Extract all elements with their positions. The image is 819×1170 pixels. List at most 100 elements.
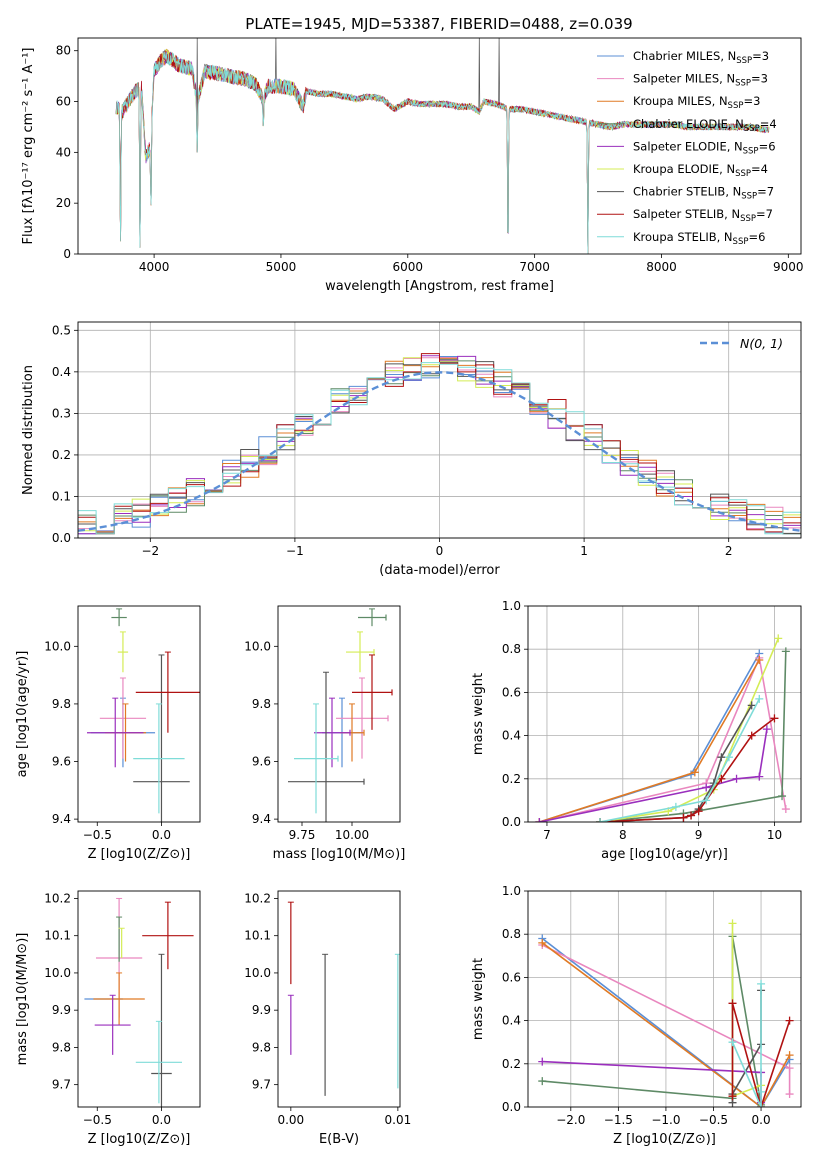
- weight-line: [599, 717, 775, 822]
- y-tick-label: 9.8: [52, 1040, 71, 1054]
- errorbar-point: [135, 651, 200, 733]
- weight-marker: [596, 818, 605, 822]
- z-age-plot-area: [86, 608, 200, 822]
- weight-marker: [755, 694, 764, 703]
- legend-entry: N(0, 1): [740, 336, 783, 351]
- errorbar-point: [116, 916, 123, 962]
- y-tick-label: 10.1: [244, 929, 271, 943]
- weight-marker: [781, 805, 790, 814]
- y-tick-label: 0.8: [502, 642, 521, 656]
- x-tick-label: −0.5: [699, 1113, 728, 1127]
- x-tick-label: 0: [436, 544, 444, 558]
- y-tick-label: 0.4: [502, 1014, 521, 1028]
- y-tick-label: 9.7: [52, 1078, 71, 1092]
- y-tick-label: 40: [56, 145, 71, 159]
- residuals-ylabel: Normed distribution: [21, 365, 36, 495]
- legend-entry: Chabrier STELIB, NSSP=7: [633, 185, 774, 202]
- weight-marker: [702, 796, 711, 805]
- errorbar-point: [288, 671, 365, 822]
- mass-age-plot-area: [288, 608, 393, 822]
- weight-line: [731, 1003, 791, 1107]
- residuals-xlabel: (data-model)/error: [379, 563, 500, 578]
- z-weight-ylabel: mass weight: [471, 958, 486, 1040]
- age-weight-panel: 7 8 9 10 0.0 0.2 0.4 0.6 0.8 1.0 age [log10(age/yr…: [471, 599, 802, 862]
- x-tick-label: 7: [543, 828, 551, 842]
- weight-marker: [538, 1057, 547, 1066]
- spectrum-line-8: [115, 51, 770, 254]
- x-tick-label: 10: [767, 828, 782, 842]
- legend-entry: Salpeter MILES, NSSP=3: [633, 72, 768, 89]
- y-tick-label: 9.9: [52, 1003, 71, 1017]
- errorbar-point: [93, 972, 145, 1026]
- weight-marker: [770, 714, 779, 723]
- x-tick-label: 7000: [519, 260, 550, 274]
- y-tick-label: 9.9: [252, 1003, 271, 1017]
- ebv-mass-ticks: 0.00 0.01 9.7 9.8 9.9 10.0 10.1 10.2: [244, 891, 411, 1127]
- y-tick-label: 9.8: [252, 697, 271, 711]
- x-tick-label: −0.5: [83, 1113, 112, 1127]
- weight-marker: [702, 783, 711, 792]
- x-tick-label: 5000: [266, 260, 297, 274]
- spectrum-ticks: 4000 5000 6000 7000 8000 9000 0 20 40 60 80: [56, 44, 804, 274]
- weight-marker: [538, 938, 547, 947]
- z-weight-grid: [528, 890, 801, 1108]
- weight-marker: [778, 792, 787, 801]
- weight-marker: [757, 979, 766, 988]
- weight-marker: [728, 919, 737, 928]
- weight-marker: [785, 1016, 794, 1025]
- errorbar-point: [111, 608, 127, 627]
- x-tick-label: 4000: [139, 260, 170, 274]
- y-tick-label: 0.0: [502, 1100, 521, 1114]
- y-tick-label: 20: [56, 196, 71, 210]
- weight-line: [539, 654, 787, 822]
- mass-age-ticks: 9.75 10.00 9.4 9.6 9.8 10.0: [244, 639, 369, 842]
- spectrum-panel: 4000 5000 6000 7000 8000 9000 0 20 40 60 80 wavelen…: [21, 37, 804, 294]
- weight-marker: [732, 774, 741, 783]
- z-mass-frame: [77, 890, 201, 1108]
- y-tick-label: 0.6: [502, 970, 521, 984]
- weight-line: [541, 942, 791, 1107]
- mass-age-panel: 9.75 10.00 9.4 9.6 9.8 10.0 mass [log10(M/M⊙)]: [244, 605, 405, 862]
- z-mass-panel: −0.5 0.0 9.7 9.8 9.9 10.0 10.1 10.2 Z [log10(Z/Z…: [15, 890, 201, 1147]
- errorbar-point: [336, 677, 389, 759]
- errorbar-point: [151, 953, 172, 1107]
- residuals-panel: −2 −1 0 1 2 0.0 0.1 0.2 0.3 0.4 0.5 (data-model)/er…: [21, 321, 802, 578]
- weight-marker: [728, 1092, 737, 1101]
- weight-series-4: [535, 725, 771, 822]
- weight-marker: [535, 818, 544, 822]
- errorbar-point: [346, 631, 375, 673]
- spectrum-plot-area: [115, 38, 770, 254]
- weight-marker: [781, 647, 790, 656]
- x-tick-label: 1: [580, 544, 588, 558]
- normal-curve: [78, 371, 801, 532]
- z-age-ylabel: age [log10(age/yr)]: [15, 651, 30, 778]
- y-tick-label: 0.8: [502, 927, 521, 941]
- mass-age-frame: [277, 605, 401, 823]
- ebv-mass-panel: 0.00 0.01 9.7 9.8 9.9 10.0 10.1 10.2 E(B-V): [244, 890, 411, 1147]
- weight-marker: [762, 725, 771, 734]
- histogram-7: [78, 353, 801, 535]
- weight-marker: [724, 753, 733, 762]
- x-tick-label: 0.0: [152, 828, 171, 842]
- z-weight-frame: [527, 890, 802, 1108]
- y-tick-label: 9.4: [52, 812, 71, 826]
- y-tick-label: 0.6: [502, 685, 521, 699]
- x-tick-label: −1: [286, 544, 304, 558]
- weight-line: [541, 937, 791, 1107]
- spectrum-legend: Chabrier MILES, NSSP=3 Salpeter MILES, NS…: [597, 49, 777, 247]
- weight-series-8: [596, 694, 764, 822]
- x-tick-label: 6000: [393, 260, 424, 274]
- weight-line: [539, 659, 760, 822]
- weight-marker: [774, 634, 783, 643]
- weight-marker: [747, 731, 756, 740]
- errorbar-point: [142, 901, 194, 970]
- weight-marker: [757, 1103, 766, 1107]
- weight-marker: [538, 1077, 547, 1086]
- errorbar-point: [314, 697, 351, 768]
- ebv-mass-frame: [277, 890, 401, 1108]
- y-tick-label: 10.0: [244, 639, 271, 653]
- errorbar-point: [86, 697, 144, 768]
- weight-marker: [717, 753, 726, 762]
- y-tick-label: 9.7: [252, 1078, 271, 1092]
